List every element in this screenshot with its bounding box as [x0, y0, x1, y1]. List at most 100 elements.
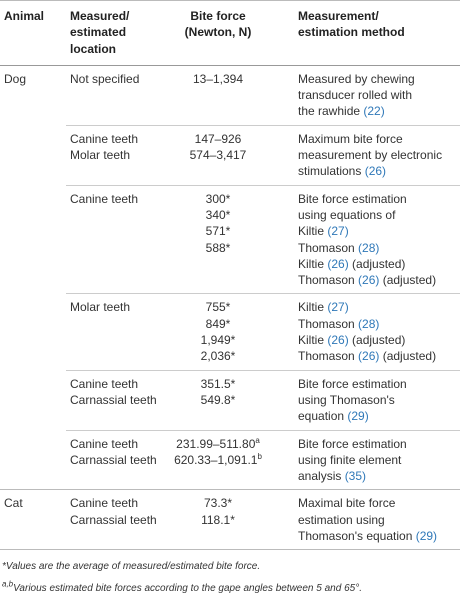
location-cell: Molar teeth: [66, 293, 168, 371]
method-cell: Bite force estimation using finite elemen…: [268, 429, 460, 490]
header-line: Measurement/: [298, 9, 379, 23]
footnote-marker: a,b: [2, 579, 14, 589]
group-row: Canine teeth Carnassial teeth 351.5* 549.8*…: [0, 369, 460, 431]
force: 73.3*: [203, 496, 233, 511]
table-page: Animal Measured/estimated location Bite for…: [0, 0, 460, 600]
force: 300*: [205, 191, 231, 206]
force: 620.33–1,091.1b: [172, 452, 264, 468]
force: 2,036*: [200, 349, 236, 364]
header-row: Animal Measured/estimated location Bite for…: [0, 0, 460, 66]
method-line: Measured by chewing: [298, 71, 415, 86]
method-line: stimulations (26): [298, 164, 387, 179]
reference-link: (27): [327, 224, 349, 239]
header-line: Animal: [4, 9, 45, 23]
location: Canine teeth: [70, 131, 139, 146]
reference-link: (28): [358, 316, 380, 331]
footnotes: *Values are the average of measured/esti…: [0, 550, 460, 600]
location-cell: Not specified: [66, 64, 168, 126]
location-cell: Canine teeth: [66, 184, 168, 294]
footnote-text: Various estimated bite forces according …: [13, 583, 362, 595]
location: Carnassial teeth: [70, 512, 157, 527]
group-row: Molar teeth 755* 849* 1,949* 2,036* Kiltie (2…: [0, 293, 460, 371]
force-cell: 300* 340* 571* 588*: [168, 184, 268, 294]
location: Molar teeth: [70, 300, 131, 315]
animal-cell: Cat: [0, 489, 66, 551]
animal-cell: Dog: [0, 64, 66, 490]
location-cell: Canine teeth Carnassial teeth: [66, 429, 168, 490]
force: 231.99–511.80a: [172, 436, 264, 452]
reference-link: (22): [363, 104, 385, 119]
method-cell: Bite force estimation using equations of K…: [268, 184, 460, 294]
force: 118.1*: [201, 512, 235, 527]
header-cell: Measured/estimated location: [66, 0, 168, 66]
group-row: Dog Not specified 13–1,394 Measured by chew…: [0, 64, 460, 490]
method-line: Bite force estimation: [298, 436, 407, 451]
method-line: analysis (35): [298, 469, 367, 484]
group-row: Canine teeth Molar teeth 147–926 574–3,417 M…: [0, 124, 460, 186]
header-line: Bite force: [190, 9, 246, 23]
method-cell: Bite force estimation using Thomason's equ…: [268, 369, 460, 431]
location: Not specified: [70, 71, 140, 86]
reference-link: (26): [327, 333, 349, 348]
header-cell: Bite force (Newton, N): [168, 0, 268, 66]
group-row: Canine teeth Carnassial teeth 231.99–511.8…: [0, 429, 460, 490]
method-line: Maximal bite force: [298, 496, 396, 511]
force: 340*: [205, 207, 231, 222]
header-line: estimation method: [298, 25, 405, 40]
force-cell: 755* 849* 1,949* 2,036*: [168, 293, 268, 371]
force-cell: 73.3* 118.1*: [168, 489, 268, 551]
method-cell: Maximal bite force estimation using Thomas…: [268, 489, 460, 551]
method-line: Thomason (26) (adjusted): [298, 273, 437, 288]
method-line: transducer rolled with: [298, 88, 413, 103]
reference-link: (29): [347, 409, 369, 424]
force: 147–926: [194, 131, 242, 146]
force-value: 231.99–511.80: [176, 436, 256, 451]
reference-link: (26): [327, 256, 349, 271]
method-cell: Measured by chewing transducer rolled wit…: [268, 64, 460, 126]
group-row: Cat Canine teeth Carnassial teeth 73.3* 118.…: [0, 489, 460, 551]
location: Carnassial teeth: [70, 452, 157, 467]
reference-link: (26): [364, 164, 387, 179]
group-row: Canine teeth 300* 340* 571* 588* Bite force e…: [0, 184, 460, 294]
method-line: using Thomason's: [298, 392, 395, 407]
method-cell: Kiltie (27) Thomason (28) Kiltie (26) (adj…: [268, 293, 460, 371]
method-line: Thomason (28): [298, 240, 380, 255]
method-line: the rawhide (22): [298, 104, 385, 119]
force: 574–3,417: [189, 148, 247, 163]
animal: Cat: [4, 496, 23, 511]
reference-link: (27): [327, 300, 349, 315]
header-line: Measured/: [70, 9, 130, 23]
force: 571*: [205, 224, 231, 239]
method-line: using equations of: [298, 207, 396, 222]
force-cell: 147–926 574–3,417: [168, 124, 268, 186]
reference-link: (26): [358, 273, 380, 288]
animal: Dog: [4, 71, 27, 86]
force: 588*: [205, 240, 231, 255]
method-line: Kiltie (27): [298, 300, 349, 315]
location: Carnassial teeth: [70, 392, 157, 407]
method-line: Maximum bite force: [298, 131, 403, 146]
method-line: Kiltie (27): [298, 224, 349, 239]
table-body: Dog Not specified 13–1,394 Measured by chew…: [0, 64, 460, 551]
header-line: estimated: [70, 25, 127, 40]
method-line: Bite force estimation: [298, 376, 407, 391]
method-line: Thomason's equation (29): [298, 529, 438, 544]
method-line: Kiltie (26) (adjusted): [298, 256, 406, 271]
force: 849*: [205, 316, 231, 331]
force-cell: 13–1,394: [168, 64, 268, 126]
reference-link: (29): [415, 529, 438, 544]
location: Canine teeth: [70, 376, 139, 391]
force: 13–1,394: [192, 71, 244, 86]
force-cell: 351.5* 549.8*: [168, 369, 268, 431]
force-value: 620.33–1,091.1: [174, 452, 258, 467]
header-line: (Newton, N): [184, 25, 252, 40]
location-cell: Canine teeth Carnassial teeth: [66, 369, 168, 431]
method-line: using finite element: [298, 452, 402, 467]
header-cell: Animal: [0, 0, 66, 66]
method-line: Thomason (26) (adjusted): [298, 349, 437, 364]
method-line: Kiltie (26) (adjusted): [298, 333, 406, 348]
method-cell: Maximum bite force measurement by electro…: [268, 124, 460, 186]
method-line: Thomason (28): [298, 316, 380, 331]
reference-link: (28): [358, 240, 380, 255]
location-cell: Canine teeth Molar teeth: [66, 124, 168, 186]
